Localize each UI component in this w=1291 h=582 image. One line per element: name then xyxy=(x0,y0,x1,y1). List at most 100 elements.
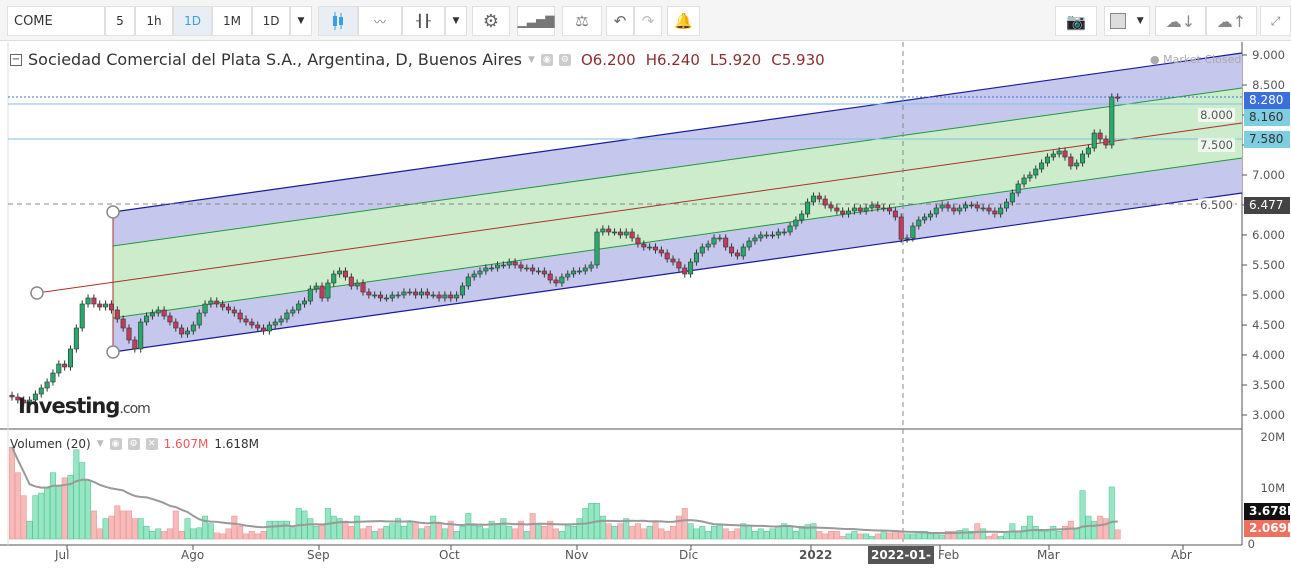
volume-bar-down xyxy=(254,533,261,540)
chevron-down-icon[interactable]: ▼ xyxy=(96,439,104,449)
legend-header: − Sociedad Comercial del Plata S.A., Arg… xyxy=(10,50,825,69)
bell-plus-icon: 🔔 xyxy=(674,12,693,30)
y-tick-label: 8.500 xyxy=(1252,78,1285,92)
volume-tick: 10M xyxy=(1260,481,1285,495)
indicators-button[interactable]: ▁▃▅▇ xyxy=(517,6,555,36)
interval-1d[interactable]: 1D xyxy=(173,6,212,36)
candle-up xyxy=(85,297,91,305)
candle-up xyxy=(296,303,302,311)
candle-up xyxy=(383,297,389,300)
candle-up xyxy=(185,330,191,335)
volume-bar-down xyxy=(547,520,554,540)
eye-icon[interactable]: ◉ xyxy=(109,438,122,450)
price-chart[interactable] xyxy=(0,0,1291,564)
line-chart-button[interactable]: 〰 xyxy=(358,6,402,36)
candle-down xyxy=(255,324,261,329)
undo-button[interactable]: ↶ xyxy=(606,6,634,36)
candle-down xyxy=(161,309,167,317)
high-value: H6.240 xyxy=(645,50,700,69)
candle-up xyxy=(998,207,1004,215)
interval-1h[interactable]: 1h xyxy=(135,6,173,36)
candle-down xyxy=(220,303,226,308)
save-chart-button[interactable]: ☁↑ xyxy=(1206,6,1257,36)
color-picker-button[interactable]: ▼ xyxy=(1104,6,1150,36)
chevron-down-icon[interactable]: ▼ xyxy=(528,54,535,65)
drawing-handle xyxy=(30,286,44,300)
volume-bar-down xyxy=(553,528,560,540)
bar-chart-button[interactable]: ┨┠ xyxy=(402,6,445,36)
candle-down xyxy=(857,207,863,212)
candle-up xyxy=(980,207,986,210)
volume-bar-up xyxy=(611,525,618,540)
volume-bar-up xyxy=(939,534,946,540)
close-icon[interactable]: ✕ xyxy=(145,438,158,450)
candle-up xyxy=(957,207,963,212)
volume-ma-line xyxy=(11,446,1118,535)
volume-bar-up xyxy=(383,525,390,540)
volume-bar-up xyxy=(705,531,712,540)
candle-down xyxy=(892,210,898,218)
candle-up xyxy=(459,285,465,296)
candle-down xyxy=(547,273,553,281)
chart-type-dropdown[interactable]: ▼ xyxy=(445,6,467,36)
collapse-icon[interactable]: − xyxy=(10,53,22,66)
volume-bar-up xyxy=(418,528,425,540)
screenshot-button[interactable]: 📷 xyxy=(1055,6,1097,36)
gear-icon[interactable]: ⚙ xyxy=(127,438,140,450)
candles-button[interactable] xyxy=(318,6,358,36)
redo-button[interactable]: ↷ xyxy=(634,6,662,36)
candle-down xyxy=(225,306,231,311)
interval-1m[interactable]: 1M xyxy=(212,6,252,36)
candle-down xyxy=(617,231,623,236)
channel-inner-upper-line xyxy=(112,87,1243,247)
candle-up xyxy=(202,303,208,314)
candle-up xyxy=(787,225,793,233)
candle-up xyxy=(442,294,448,299)
fullscreen-button[interactable]: ⤢ xyxy=(1260,6,1291,36)
volume-bar-up xyxy=(1032,525,1039,540)
volume-bar-up xyxy=(570,525,577,540)
candle-up xyxy=(869,204,875,209)
candle-down xyxy=(1103,138,1109,146)
volume-bar-up xyxy=(278,520,285,540)
candle-up xyxy=(1050,153,1056,158)
volume-bar-up xyxy=(757,528,764,540)
candle-up xyxy=(56,363,62,374)
load-chart-button[interactable]: ☁↓ xyxy=(1155,6,1206,36)
volume-bar-down xyxy=(734,528,741,540)
candle-up xyxy=(32,393,38,401)
volume-bar-down xyxy=(90,510,97,540)
candle-up xyxy=(272,321,278,326)
eye-icon[interactable]: ◉ xyxy=(540,53,553,66)
volume-bar-down xyxy=(96,528,103,540)
volume-bar-up xyxy=(79,462,86,540)
gear-icon[interactable]: ⚙ xyxy=(558,53,571,66)
candle-down xyxy=(21,399,27,404)
channel-inner-lower-line xyxy=(112,157,1243,319)
volume-bar-up xyxy=(535,523,542,540)
symbol-input[interactable]: COME xyxy=(7,6,105,36)
interval-5[interactable]: 5 xyxy=(105,6,135,36)
volume-bar-down xyxy=(166,528,173,540)
volume-bar-down xyxy=(617,523,624,540)
volume-bar-up xyxy=(155,528,162,540)
settings-button[interactable]: ⚙ xyxy=(472,6,510,36)
candle-down xyxy=(342,270,348,278)
candle-up xyxy=(149,312,155,317)
volume-bar-up xyxy=(67,474,74,540)
volume-bar-up xyxy=(863,533,870,540)
volume-bar-up xyxy=(1038,531,1045,540)
candle-down xyxy=(1062,150,1068,158)
volume-bar-up xyxy=(38,492,45,540)
interval-dropdown[interactable]: ▼ xyxy=(290,6,312,36)
candle-down xyxy=(974,204,980,209)
alert-button[interactable]: 🔔 xyxy=(667,6,700,36)
volume-bar-down xyxy=(1102,518,1109,540)
candle-up xyxy=(799,213,805,221)
candle-up xyxy=(746,240,752,248)
last-price-tag: 8.280 xyxy=(1244,92,1290,109)
compare-button[interactable]: ⚖ xyxy=(562,6,602,36)
candle-down xyxy=(91,297,97,305)
interval-custom[interactable]: 1D xyxy=(252,6,290,36)
area-chart-icon: 〰 xyxy=(373,14,386,29)
